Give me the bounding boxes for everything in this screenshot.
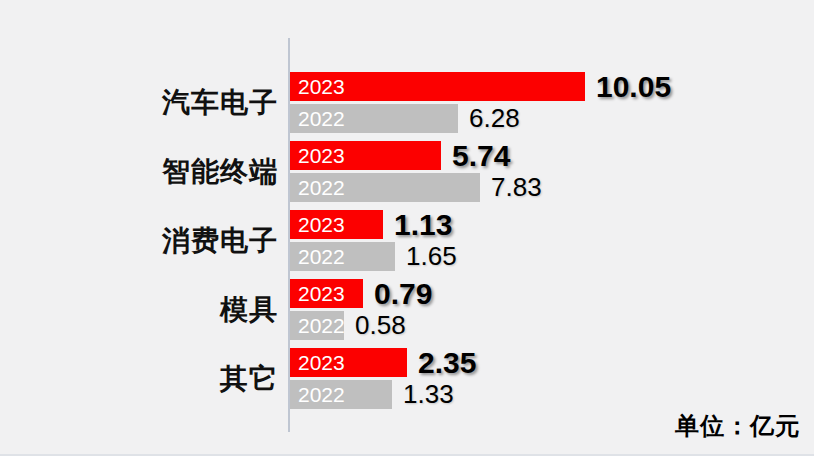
value-label-2023: 10.05	[596, 70, 671, 104]
bar-line-2022: 2022 0.58	[290, 311, 432, 340]
unit-label: 单位：亿元	[675, 410, 800, 442]
bar-2023: 2023	[290, 348, 407, 377]
value-label-2022: 6.28	[469, 103, 520, 134]
bar-2023: 2023	[290, 279, 363, 308]
year-label-2023: 2023	[298, 75, 345, 99]
bar-line-2022: 2022 1.65	[290, 242, 457, 271]
value-label-2022: 0.58	[355, 310, 406, 341]
bar-line-2023: 2023 5.74	[290, 141, 542, 170]
year-label-2023: 2023	[298, 351, 345, 375]
bar-line-2023: 2023 10.05	[290, 72, 671, 101]
bar-pair: 2023 2.35 2022 1.33	[288, 348, 476, 409]
bar-pair: 2023 5.74 2022 7.83	[288, 141, 542, 202]
value-label-2023: 0.79	[374, 277, 432, 311]
chart-canvas: 汽车电子 2023 10.05 2022 6.28 智能终端 2023	[0, 0, 814, 456]
bar-2022: 2022	[290, 242, 395, 271]
bar-line-2023: 2023 0.79	[290, 279, 432, 308]
year-label-2022: 2022	[298, 314, 344, 338]
bar-line-2022: 2022 7.83	[290, 173, 542, 202]
year-label-2022: 2022	[298, 107, 345, 131]
category-label: 汽车电子	[0, 84, 288, 122]
bar-line-2022: 2022 1.33	[290, 380, 476, 409]
bar-pair: 2023 10.05 2022 6.28	[288, 72, 671, 133]
bar-2023: 2023	[290, 141, 441, 170]
bar-2022: 2022	[290, 311, 344, 340]
year-label-2023: 2023	[298, 213, 345, 237]
chart-row: 模具 2023 0.79 2022 0.58	[0, 279, 814, 340]
category-label: 其它	[0, 360, 288, 398]
year-label-2022: 2022	[298, 176, 345, 200]
year-label-2022: 2022	[298, 383, 345, 407]
category-label: 消费电子	[0, 222, 288, 260]
category-label: 智能终端	[0, 153, 288, 191]
bar-2023: 2023	[290, 210, 383, 239]
chart-row: 其它 2023 2.35 2022 1.33	[0, 348, 814, 409]
chart-row: 汽车电子 2023 10.05 2022 6.28	[0, 72, 814, 133]
bar-pair: 2023 1.13 2022 1.65	[288, 210, 457, 271]
bar-line-2023: 2023 2.35	[290, 348, 476, 377]
chart-row: 智能终端 2023 5.74 2022 7.83	[0, 141, 814, 202]
value-label-2023: 1.13	[394, 208, 452, 242]
value-label-2023: 2.35	[418, 346, 476, 380]
bar-2022: 2022	[290, 380, 392, 409]
chart-rows: 汽车电子 2023 10.05 2022 6.28 智能终端 2023	[0, 72, 814, 409]
bar-2023: 2023	[290, 72, 585, 101]
value-label-2023: 5.74	[452, 139, 510, 173]
year-label-2022: 2022	[298, 245, 345, 269]
bar-2022: 2022	[290, 104, 458, 133]
bar-line-2022: 2022 6.28	[290, 104, 671, 133]
year-label-2023: 2023	[298, 282, 345, 306]
bar-line-2023: 2023 1.13	[290, 210, 457, 239]
year-label-2023: 2023	[298, 144, 345, 168]
category-label: 模具	[0, 291, 288, 329]
bar-2022: 2022	[290, 173, 480, 202]
value-label-2022: 1.65	[406, 241, 457, 272]
value-label-2022: 7.83	[491, 172, 542, 203]
bar-pair: 2023 0.79 2022 0.58	[288, 279, 432, 340]
chart-row: 消费电子 2023 1.13 2022 1.65	[0, 210, 814, 271]
value-label-2022: 1.33	[403, 379, 454, 410]
